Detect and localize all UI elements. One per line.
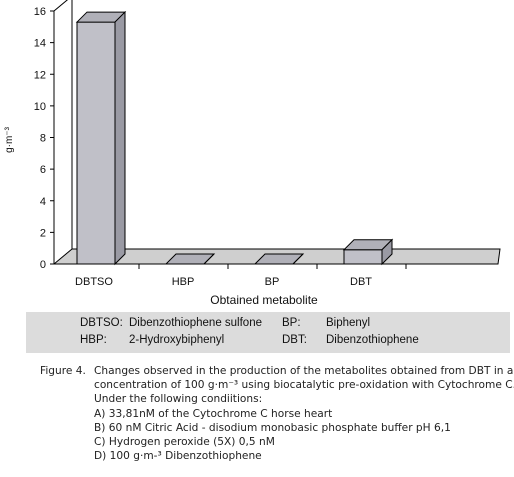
caption-label: Figure 4. bbox=[40, 365, 86, 377]
y-tick-label: 4 bbox=[40, 196, 46, 208]
legend-abbr: DBT: bbox=[282, 334, 307, 346]
bar-front bbox=[76, 21, 116, 265]
caption-line: A) 33,81nM of the Cytochrome C horse hea… bbox=[94, 407, 333, 420]
caption-line: B) 60 nM Citric Acid - disodium monobasi… bbox=[94, 421, 451, 434]
bar-side bbox=[381, 238, 393, 266]
bar-side bbox=[203, 253, 215, 265]
abbreviation-legend: DBTSO: Dibenzothiophene sulfone BP: Biph… bbox=[26, 312, 510, 353]
bar-chart: 0 2 4 6 8 10 12 14 16 g·m⁻³ DBTSO HBP BP DBT Obtained … bbox=[4, 0, 501, 307]
legend-row: HBP: 2-Hydroxybiphenyl DBT: Dibenzothiop… bbox=[26, 332, 510, 350]
legend-abbr: DBTSO: bbox=[80, 317, 123, 329]
legend-description: 2-Hydroxybiphenyl bbox=[129, 334, 225, 346]
y-tick-label: 0 bbox=[40, 259, 46, 271]
legend-abbr: BP: bbox=[282, 317, 301, 329]
caption-line: D) 100 g·m-³ Dibenzothiophene bbox=[94, 450, 262, 463]
bar-side bbox=[292, 253, 304, 265]
y-tick-label: 14 bbox=[34, 38, 46, 50]
x-tick-label: DBT bbox=[350, 276, 372, 288]
y-tick-label: 16 bbox=[34, 6, 46, 18]
x-tick-label: DBTSO bbox=[75, 276, 113, 288]
y-tick-label: 10 bbox=[34, 101, 46, 113]
bar-front bbox=[343, 249, 383, 265]
y-axis-line bbox=[53, 0, 68, 264]
legend-abbr: HBP: bbox=[80, 334, 107, 346]
caption-body: Changes observed in the production of th… bbox=[94, 364, 514, 463]
x-axis-title: Obtained metabolite bbox=[210, 293, 318, 307]
legend-row: DBTSO: Dibenzothiophene sulfone BP: Biph… bbox=[26, 315, 510, 333]
caption-line: Under the following condiitions: bbox=[94, 393, 263, 406]
legend-description: Dibenzothiophene sulfone bbox=[129, 317, 262, 329]
y-tick-label: 6 bbox=[40, 164, 46, 176]
bar-side bbox=[114, 10, 126, 266]
y-tick-label: 2 bbox=[40, 227, 46, 239]
caption-line: concentration of 100 g·m⁻³ using biocata… bbox=[94, 379, 514, 392]
y-tick-label: 8 bbox=[40, 133, 46, 145]
x-tick-label: BP bbox=[265, 276, 280, 288]
legend-description: Biphenyl bbox=[326, 317, 371, 329]
y-tick-label: 12 bbox=[34, 69, 46, 81]
x-tick-label: HBP bbox=[172, 276, 195, 288]
caption-line: C) Hydrogen peroxide (5X) 0,5 nM bbox=[94, 436, 275, 449]
legend-description: Dibenzothiophene bbox=[326, 334, 419, 346]
caption-line: Changes observed in the production of th… bbox=[94, 365, 514, 377]
y-axis-title: g·m⁻³ bbox=[4, 126, 15, 153]
